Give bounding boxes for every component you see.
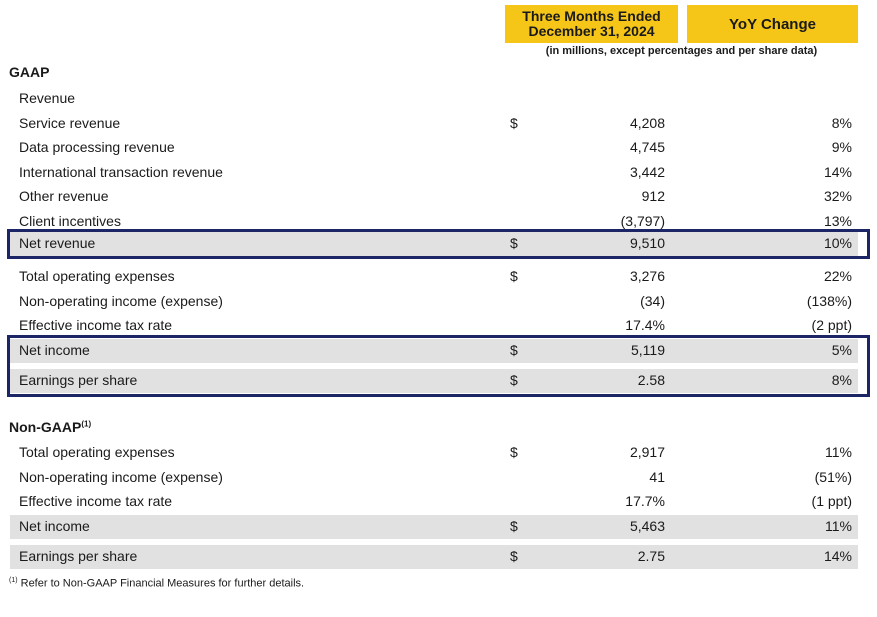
nongaap-footnote-marker: (1) — [81, 419, 92, 429]
row-value: 5,463 — [629, 518, 665, 534]
revenue-subheading: Revenue — [10, 87, 858, 111]
row-yoy-change: 8% — [831, 115, 852, 131]
table-row: Total operating expenses $ 3,276 22% — [10, 265, 858, 289]
row-yoy-change: 13% — [823, 213, 852, 229]
row-value: 3,442 — [629, 164, 665, 180]
row-label: International transaction revenue — [19, 164, 223, 180]
table-row-highlighted: Net income $ 5,119 5% — [10, 339, 858, 363]
table-row: Effective income tax rate 17.7% (1 ppt) — [10, 490, 858, 514]
row-currency: $ — [510, 372, 518, 388]
row-label: Net income — [19, 342, 90, 358]
row-label: Non-operating income (expense) — [19, 293, 223, 309]
row-label: Net income — [19, 518, 90, 534]
row-currency: $ — [510, 342, 518, 358]
row-yoy-change: 9% — [831, 139, 852, 155]
row-label: Other revenue — [19, 188, 109, 204]
row-currency: $ — [510, 444, 518, 460]
row-currency: $ — [510, 268, 518, 284]
row-value: 3,276 — [629, 268, 665, 284]
row-value: (3,797) — [620, 213, 665, 229]
row-value: 41 — [649, 469, 665, 485]
nongaap-title-text: Non-GAAP — [9, 419, 82, 435]
row-label: Client incentives — [19, 213, 121, 229]
footnote-text: Refer to Non-GAAP Financial Measures for… — [17, 577, 305, 590]
table-row: Total operating expenses $ 2,917 11% — [10, 441, 858, 465]
row-label: Effective income tax rate — [19, 317, 173, 333]
table-row: Non-operating income (expense) 41 (51%) — [10, 466, 858, 490]
row-yoy-change: 22% — [823, 268, 852, 284]
net-income-eps-highlight-box — [7, 335, 870, 397]
row-value: 2.75 — [637, 548, 665, 564]
row-yoy-change: (138%) — [806, 293, 852, 309]
row-label: Data processing revenue — [19, 139, 175, 155]
row-value: 17.7% — [625, 493, 665, 509]
row-yoy-change: 32% — [823, 188, 852, 204]
row-label: Non-operating income (expense) — [19, 469, 223, 485]
table-row: Service revenue $ 4,208 8% — [10, 112, 858, 136]
row-yoy-change: (51%) — [814, 469, 852, 485]
table-row: Non-operating income (expense) (34) (138… — [10, 290, 858, 314]
row-yoy-change: 11% — [825, 518, 852, 534]
footnote-marker: (1) — [9, 577, 18, 584]
table-row: International transaction revenue 3,442 … — [10, 161, 858, 185]
row-currency: $ — [510, 518, 518, 534]
table-row: Other revenue 912 32% — [10, 185, 858, 209]
row-yoy-change: (1 ppt) — [811, 493, 852, 509]
row-currency: $ — [510, 548, 518, 564]
row-currency: $ — [510, 235, 518, 251]
row-value: 2.58 — [637, 372, 665, 388]
row-currency: $ — [510, 115, 518, 131]
table-row: Data processing revenue 4,745 9% — [10, 136, 858, 160]
row-label: Total operating expenses — [19, 444, 175, 460]
row-value: 5,119 — [631, 342, 665, 358]
row-label: Earnings per share — [19, 548, 138, 564]
gaap-section-title: GAAP — [9, 64, 50, 80]
row-label: Effective income tax rate — [19, 493, 173, 509]
row-value: 2,917 — [629, 444, 665, 460]
row-label: Net revenue — [19, 235, 96, 251]
table-row-highlighted: Net revenue $ 9,510 10% — [10, 232, 858, 256]
row-yoy-change: 11% — [825, 444, 852, 460]
row-yoy-change: 14% — [823, 164, 852, 180]
row-value: 4,745 — [629, 139, 665, 155]
row-value: 912 — [641, 188, 665, 204]
row-value: 4,208 — [629, 115, 665, 131]
units-note: (in millions, except percentages and per… — [545, 45, 818, 57]
net-revenue-highlight-box — [7, 229, 870, 259]
row-yoy-change: 5% — [831, 342, 852, 358]
row-yoy-change: (2 ppt) — [811, 317, 852, 333]
table-row-highlighted: Earnings per share $ 2.58 8% — [10, 369, 858, 393]
row-yoy-change: 8% — [831, 372, 852, 388]
table-row: Client incentives (3,797) 13% — [10, 210, 858, 234]
row-label: Total operating expenses — [19, 268, 175, 284]
row-yoy-change: 14% — [823, 548, 852, 564]
row-label: Earnings per share — [19, 372, 138, 388]
period-header: Three Months Ended December 31, 2024 — [505, 5, 678, 43]
table-row: Effective income tax rate 17.4% (2 ppt) — [10, 314, 858, 338]
row-value: 9,510 — [629, 235, 665, 251]
table-row-highlighted: Earnings per share $ 2.75 14% — [10, 545, 858, 569]
table-row-highlighted: Net income $ 5,463 11% — [10, 515, 858, 539]
period-header-line2: December 31, 2024 — [528, 23, 655, 39]
revenue-subheading-label: Revenue — [19, 90, 76, 106]
row-value: 17.4% — [625, 317, 665, 333]
nongaap-section-title: Non-GAAP(1) — [9, 419, 91, 435]
row-value: (34) — [640, 293, 665, 309]
row-yoy-change: 10% — [823, 235, 852, 251]
footnote: (1) Refer to Non-GAAP Financial Measures… — [9, 577, 304, 590]
yoy-change-header: YoY Change — [687, 5, 858, 43]
period-header-line1: Three Months Ended — [522, 8, 661, 24]
row-label: Service revenue — [19, 115, 121, 131]
